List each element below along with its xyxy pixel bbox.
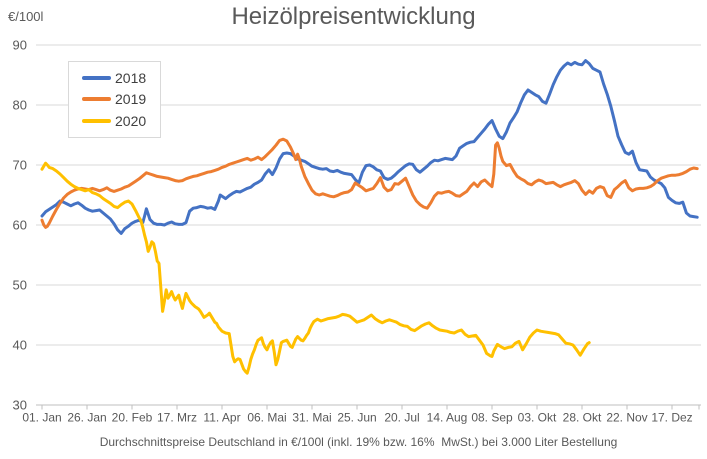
y-tick-label: 40	[13, 338, 27, 353]
x-tick-label: 03. Okt	[518, 411, 557, 425]
legend-swatch-2019	[82, 97, 111, 102]
legend-swatch-2018	[82, 75, 111, 80]
legend-item-2020: 2020	[82, 114, 158, 128]
x-tick-label: 20. Feb	[112, 411, 153, 425]
x-tick-label: 31. Mai	[292, 411, 331, 425]
legend-item-2019: 2019	[82, 92, 158, 106]
y-axis-unit-label: €/100l	[8, 9, 44, 24]
y-tick-label: 60	[13, 218, 27, 233]
legend-label-2018: 2018	[115, 69, 147, 86]
legend-label-2019: 2019	[115, 91, 147, 108]
y-tick-label: 80	[13, 98, 27, 113]
legend-item-2018: 2018	[82, 71, 158, 85]
x-tick-label: 25. Jun	[337, 411, 376, 425]
x-tick-label: 17. Mrz	[157, 411, 197, 425]
y-tick-label: 90	[13, 38, 27, 53]
x-tick-label: 11. Apr	[203, 411, 240, 425]
y-tick-label: 70	[13, 158, 27, 173]
x-tick-label: 14. Aug	[427, 411, 468, 425]
series-line-2018	[40, 59, 699, 235]
legend-swatch-2020	[82, 119, 111, 124]
x-tick-label: 17. Dez	[651, 411, 692, 425]
legend: 2018 2019 2020	[68, 61, 161, 138]
chart-title: Heizölpreisentwicklung	[231, 3, 476, 30]
x-tick-label: 26. Jan	[67, 411, 106, 425]
series-line-2019	[40, 137, 699, 229]
x-tick-label: 22. Nov	[606, 411, 647, 425]
x-tick-label: 01. Jan	[22, 411, 61, 425]
y-tick-label: 50	[13, 278, 27, 293]
chart-footnote: Durchschnittspreise Deutschland in €/100…	[99, 435, 618, 449]
x-tick-label: 20. Jul	[384, 411, 419, 425]
x-tick-label: 08. Sep	[471, 411, 513, 425]
x-tick-label: 06. Mai	[247, 411, 286, 425]
series-line-2020	[40, 161, 591, 375]
x-tick-label: 28. Okt	[563, 411, 602, 425]
legend-label-2020: 2020	[115, 113, 147, 130]
y-tick-label: 30	[13, 398, 27, 413]
